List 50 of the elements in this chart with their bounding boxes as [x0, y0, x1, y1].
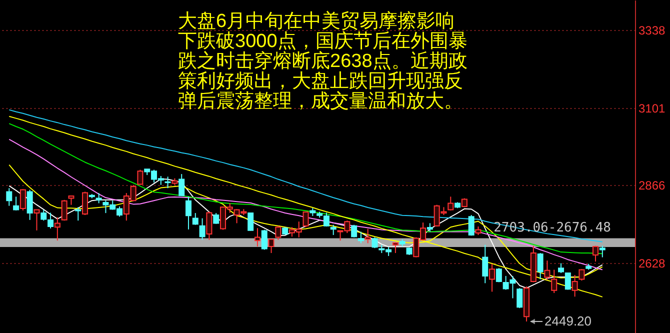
y-tick-label: 2866	[638, 178, 666, 192]
candlestick	[248, 212, 254, 232]
candlestick	[61, 199, 68, 222]
candlestick	[199, 218, 206, 240]
candlestick	[578, 268, 585, 282]
candlestick	[26, 189, 33, 220]
candlestick	[496, 268, 502, 283]
candlestick	[20, 188, 26, 211]
candlestick	[551, 269, 558, 294]
candlestick	[96, 192, 102, 204]
candlestick	[516, 288, 523, 309]
candlestick	[351, 224, 358, 238]
candlestick	[468, 214, 474, 236]
candlestick	[544, 260, 550, 280]
candlestick	[599, 245, 606, 258]
candlestick	[358, 231, 364, 244]
annotation: 2449.20	[544, 313, 592, 328]
candlestick	[592, 245, 599, 262]
candlestick	[392, 242, 398, 254]
candlestick	[254, 228, 260, 247]
candlestick	[558, 262, 564, 274]
candlestick	[564, 272, 571, 290]
candlestick	[82, 191, 88, 216]
candlestick	[364, 228, 371, 244]
annotation: 大盘6月中旬在中美贸易摩擦影响下跌破3000点，国庆节后在外围暴跌之时击穿熔断底2638点。近期政策利好频出，大盘止跌回升现强反弹后震荡整理，成交量温和放大。	[178, 11, 468, 112]
candlestick	[302, 211, 309, 228]
candlestick	[482, 244, 488, 284]
candlestick	[275, 225, 282, 240]
candlestick	[54, 216, 60, 242]
candlestick	[164, 176, 171, 189]
candlestick	[261, 229, 268, 250]
y-tick-label: 2628	[638, 256, 666, 270]
candlestick	[137, 169, 144, 186]
candlestick	[372, 236, 378, 249]
candlestick	[268, 238, 274, 254]
candlestick	[34, 209, 40, 231]
candlestick	[6, 188, 12, 206]
candlestick	[537, 252, 544, 280]
candlestick	[186, 196, 192, 230]
candlestick	[572, 274, 578, 298]
candlestick	[192, 212, 198, 226]
candlestick	[330, 224, 336, 236]
y-tick-label: 3101	[638, 101, 666, 116]
candlestick	[206, 211, 212, 240]
candlestick	[213, 212, 220, 224]
candlestick	[13, 196, 20, 211]
candlestick	[489, 263, 496, 292]
candlestick	[448, 196, 454, 211]
candlestick	[178, 174, 185, 196]
y-tick-label: 3338	[638, 24, 666, 38]
